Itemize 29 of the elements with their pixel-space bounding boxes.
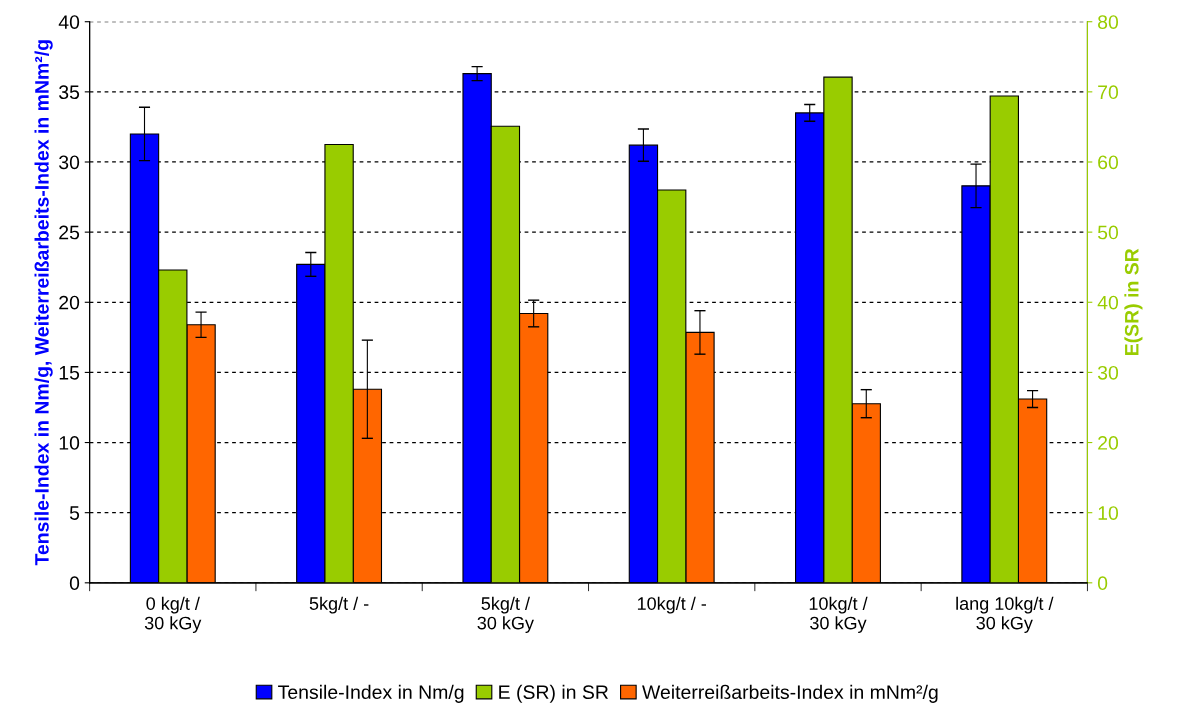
y2-tick-label: 70 [1098, 85, 1119, 100]
y2-tick-label: 50 [1097, 225, 1119, 240]
y2-tick-label: 40 [1097, 295, 1119, 310]
x-tick-label: 10kg/t / - [637, 596, 707, 614]
y2-tick-label: 30 [1097, 365, 1119, 380]
y-axis-title: Tensile-Index in Nm/g, Weiterreißarbeits-Index in mNm²/g [34, 40, 53, 566]
x-tick-label: 5kg/t / 30 kGy [477, 596, 534, 633]
y-tick-label: 20 [59, 295, 80, 310]
y2-axis-title: E(SR) in SR [1124, 248, 1143, 355]
legend-label: Tensile-Index in Nm/g [278, 684, 464, 703]
x-tick-label: lang 10kg/t / 30 kGy [956, 596, 1054, 633]
y2-tick-label: 20 [1098, 436, 1119, 450]
y2-tick-label: 60 [1098, 155, 1119, 170]
y2-tick-label: 80 [1098, 15, 1119, 29]
y-tick-label: 40 [58, 15, 80, 29]
legend-label: Weiterreißarbeits-Index in mNm²/g [642, 684, 938, 703]
x-tick-label: 5kg/t / - [309, 596, 369, 614]
x-tick-label: 10kg/t / 30 kGy [809, 596, 868, 633]
y-tick-label: 30 [59, 155, 80, 170]
y-tick-label: 10 [59, 436, 80, 450]
y-tick-label: 25 [59, 225, 80, 240]
legend-label: E (SR) in SR [499, 684, 609, 703]
y-tick-label: 5 [69, 506, 80, 520]
x-tick-label: 0 kg/t / 30 kGy [144, 596, 202, 633]
y2-tick-label: 10 [1098, 506, 1119, 520]
y2-tick-label: 0 [1097, 576, 1108, 591]
y-tick-label: 0 [69, 576, 80, 591]
y-tick-label: 15 [59, 366, 80, 380]
y-tick-label: 35 [59, 85, 80, 100]
